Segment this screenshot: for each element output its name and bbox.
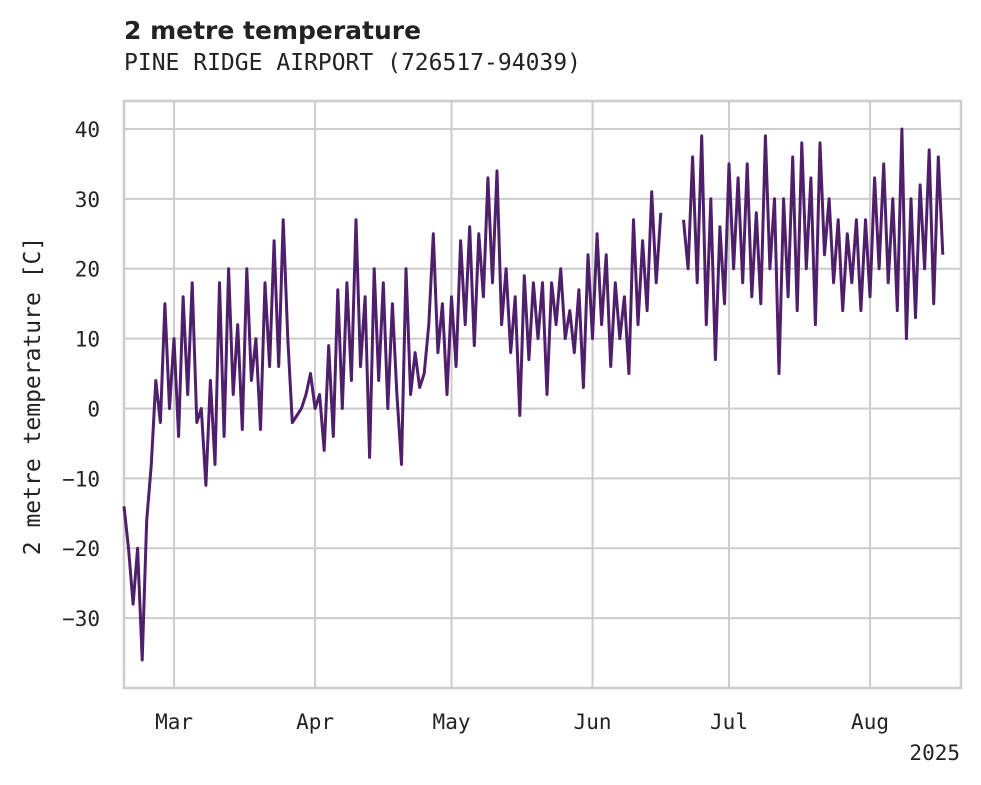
y-tick-label: 10 [75,328,100,352]
y-tick-label: −10 [62,467,100,491]
x-tick-label: Apr [296,710,334,734]
temperature-series-line [122,169,663,662]
y-tick-label: −20 [62,537,100,561]
x-tick-label: Jun [574,710,612,734]
x-year-label: 2025 [909,741,960,765]
plot-frame [122,99,963,690]
x-tick-label: Aug [851,710,889,734]
chart-subtitle: PINE RIDGE AIRPORT (726517-94039) [124,50,581,76]
x-tick-labels: Mar Apr May Jun Jul Aug [155,710,889,734]
chart-title: 2 metre temperature [124,16,422,45]
y-tick-labels: 40 30 20 10 0 −10 −20 −30 [62,118,100,631]
y-tick-label: −30 [62,607,100,631]
y-tick-label: 20 [75,258,100,282]
x-tick-label: May [433,710,471,734]
series-layer [122,127,945,662]
y-tick-label: 30 [75,188,100,212]
x-tick-label: Mar [155,710,193,734]
y-axis-label: 2 metre temperature [C] [20,237,46,556]
y-tick-label: 0 [87,397,100,421]
y-tick-label: 40 [75,118,100,142]
grid [124,101,961,688]
x-tick-label: Jul [710,710,748,734]
temperature-series-line [682,127,945,375]
